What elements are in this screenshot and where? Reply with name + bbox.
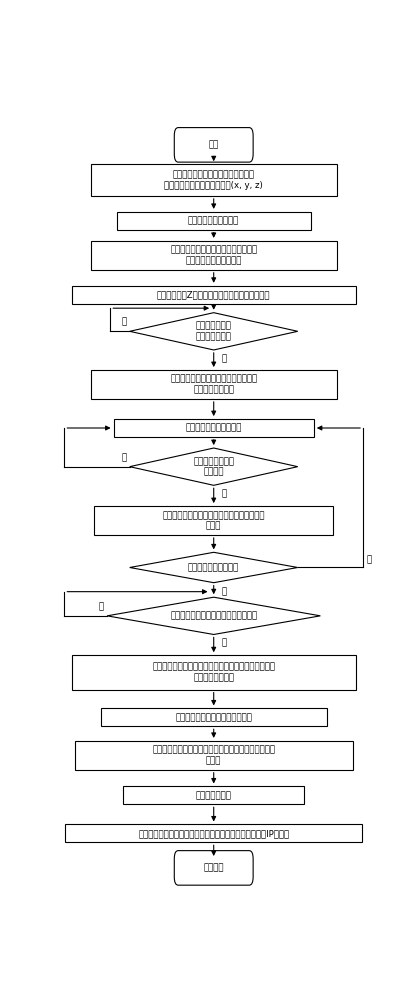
FancyBboxPatch shape (91, 370, 337, 399)
FancyBboxPatch shape (94, 506, 333, 535)
Text: 源节点产生电控制分组: 源节点产生电控制分组 (188, 216, 239, 225)
Text: 否: 否 (366, 555, 372, 564)
Polygon shape (130, 313, 298, 350)
Text: 是: 是 (121, 317, 126, 326)
Text: 根据电控制分组内的信息，确定源节点
的坐标，目的节点的坐标: 根据电控制分组内的信息，确定源节点 的坐标，目的节点的坐标 (170, 246, 257, 265)
Text: 锁定输出端口，并配置光路由器内微环谐振器
的状态: 锁定输出端口，并配置光路由器内微环谐振器 的状态 (163, 511, 265, 530)
Text: 目的节点接收到光信息分组后，将其转换成电信息，交由IP核处理: 目的节点接收到光信息分组后，将其转换成电信息，交由IP核处理 (138, 829, 289, 838)
Text: 根据源节点的Z维坐标，确定分组传输使用的波长: 根据源节点的Z维坐标，确定分组传输使用的波长 (157, 290, 271, 299)
Text: 锁定输出端口的波长信道，并根据要求配置光路由器内
微环谐振器的状态: 锁定输出端口的波长信道，并根据要求配置光路由器内 微环谐振器的状态 (152, 663, 275, 682)
FancyBboxPatch shape (72, 655, 356, 690)
FancyBboxPatch shape (113, 419, 314, 437)
FancyBboxPatch shape (72, 286, 356, 304)
Polygon shape (107, 597, 320, 634)
FancyBboxPatch shape (65, 824, 362, 842)
Text: 为光片上网络内的节点建立三维坐标
系，依次确定所有节点的坐标(x, y, z): 为光片上网络内的节点建立三维坐标 系，依次确定所有节点的坐标(x, y, z) (164, 170, 263, 190)
Polygon shape (130, 448, 298, 485)
Polygon shape (130, 552, 298, 583)
Text: 传输光信息分组: 传输光信息分组 (196, 791, 232, 800)
FancyBboxPatch shape (75, 741, 353, 770)
Text: 锁定输出端口，根据要求配置光路由器
内微环谐振器状态: 锁定输出端口，根据要求配置光路由器 内微环谐振器状态 (170, 375, 257, 394)
FancyBboxPatch shape (100, 708, 327, 726)
FancyBboxPatch shape (123, 786, 304, 804)
Text: 是: 是 (99, 602, 104, 611)
FancyBboxPatch shape (91, 241, 337, 270)
Text: 中间节点输出端口
是否锁定: 中间节点输出端口 是否锁定 (193, 457, 234, 476)
Text: 源节点输出端口
是否为锁定状态: 源节点输出端口 是否为锁定状态 (196, 322, 232, 341)
Text: 向下一跳发送电控制分组: 向下一跳发送电控制分组 (186, 424, 242, 432)
FancyBboxPatch shape (174, 128, 253, 162)
Text: 否: 否 (222, 355, 227, 364)
Text: 是: 是 (222, 587, 227, 596)
Text: 目的节点输出端口的波长信道是否锁定: 目的节点输出端口的波长信道是否锁定 (170, 611, 257, 620)
Text: 源节点产生电信息后，转换成分组传输所需波长的光信
息分组: 源节点产生电信息后，转换成分组传输所需波长的光信 息分组 (152, 746, 275, 765)
Text: 否: 否 (222, 489, 227, 498)
Text: 目的节点向源节点发送电应答信息: 目的节点向源节点发送电应答信息 (175, 713, 252, 722)
FancyBboxPatch shape (174, 851, 253, 885)
Text: 下一跳是否为目的节点: 下一跳是否为目的节点 (188, 563, 239, 572)
Text: 开始: 开始 (208, 140, 219, 149)
Text: 否: 否 (222, 639, 227, 648)
Text: 通信结束: 通信结束 (203, 863, 224, 872)
FancyBboxPatch shape (117, 212, 311, 230)
Text: 是: 是 (121, 453, 126, 462)
FancyBboxPatch shape (91, 164, 337, 196)
